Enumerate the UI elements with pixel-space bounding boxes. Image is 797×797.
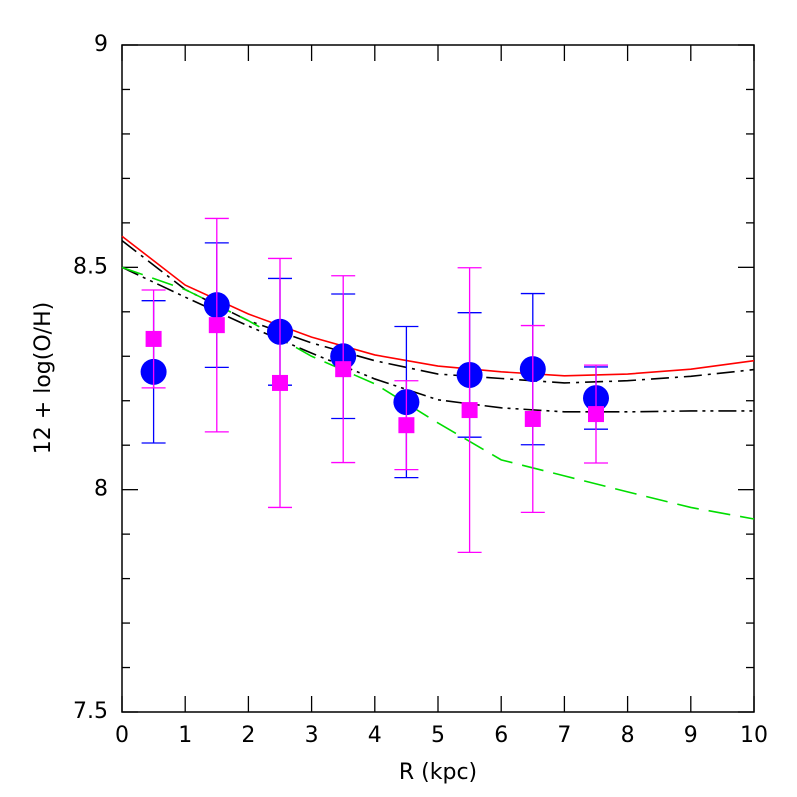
point	[208, 317, 225, 334]
y-tick-label: 8	[94, 477, 108, 502]
x-tick-label: 8	[621, 723, 635, 748]
y-axis-label: 12 + log(O/H)	[31, 302, 56, 454]
y-tick-label: 9	[94, 32, 108, 57]
x-tick-label: 9	[684, 723, 698, 748]
x-axis-label: R (kpc)	[399, 760, 477, 785]
model-line	[121, 240, 755, 384]
point	[461, 402, 478, 419]
x-tick-label: 5	[431, 723, 445, 748]
point	[588, 406, 604, 423]
x-tick-label: 2	[241, 723, 255, 748]
point	[272, 374, 288, 391]
x-tick-label: 7	[557, 723, 571, 748]
x-tick-label: 4	[368, 723, 382, 748]
point	[398, 417, 415, 434]
x-tick-label: 0	[115, 723, 129, 748]
x-tick-label: 10	[740, 723, 768, 748]
point	[145, 330, 162, 347]
x-tick-label: 6	[494, 723, 508, 748]
y-tick-label: 7.5	[73, 699, 108, 724]
x-tick-label: 1	[178, 723, 192, 748]
point	[524, 410, 541, 427]
x-tick-label: 3	[305, 723, 319, 748]
point	[335, 361, 352, 378]
y-tick-label: 8.5	[73, 254, 108, 279]
model-line	[121, 266, 754, 413]
